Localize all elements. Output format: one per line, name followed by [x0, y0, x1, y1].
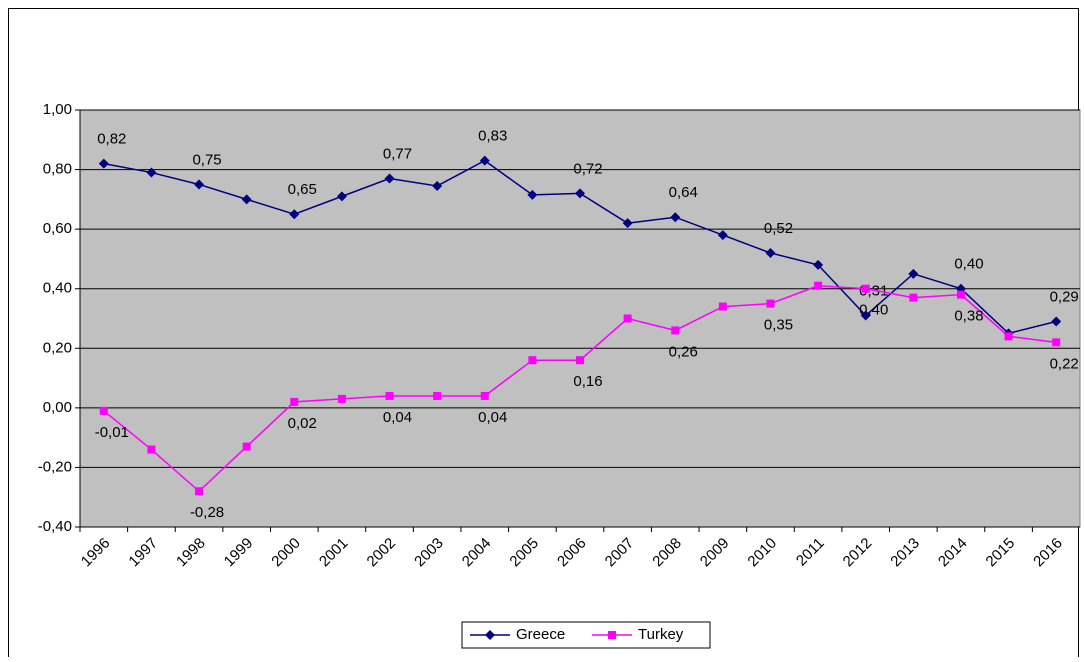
marker — [289, 209, 300, 220]
data-label: 0,77 — [383, 145, 412, 162]
marker — [98, 158, 109, 169]
data-label: 0,82 — [97, 131, 126, 148]
data-label: 0,26 — [669, 343, 698, 360]
y-tick-label: 0,80 — [43, 161, 72, 178]
marker — [384, 173, 395, 184]
legend-label: Greece — [516, 626, 565, 643]
marker — [860, 310, 871, 321]
marker — [608, 631, 616, 639]
marker — [242, 442, 251, 451]
y-tick-label: 1,00 — [43, 101, 72, 118]
data-label: -0,01 — [95, 424, 129, 441]
data-label: 0,40 — [859, 302, 888, 319]
data-label: 0,40 — [954, 256, 983, 273]
marker — [432, 180, 443, 191]
marker — [623, 314, 632, 323]
marker — [813, 259, 824, 270]
data-label: 0,64 — [669, 184, 698, 201]
y-tick-label: 0,60 — [43, 220, 72, 237]
data-label: 0,83 — [478, 128, 507, 145]
data-label: 0,72 — [573, 160, 602, 177]
marker — [575, 188, 585, 199]
marker — [1052, 338, 1061, 347]
data-label: 0,75 — [192, 151, 221, 168]
marker — [622, 218, 633, 229]
plot-area — [79, 109, 1081, 528]
marker — [385, 391, 394, 400]
data-label: 0,52 — [764, 220, 793, 237]
marker — [765, 247, 776, 258]
legend-item: Greece — [470, 626, 565, 643]
y-tick-label: 0,00 — [43, 399, 72, 416]
marker — [336, 191, 347, 202]
marker — [147, 445, 156, 454]
data-label: 0,22 — [1050, 355, 1079, 372]
marker — [433, 391, 442, 400]
marker — [99, 406, 108, 415]
marker — [485, 630, 495, 640]
legend-item: Turkey — [592, 626, 684, 643]
y-tick-label: -0,40 — [38, 518, 72, 535]
marker — [956, 290, 965, 299]
y-tick-label: 0,40 — [43, 280, 72, 297]
marker — [480, 391, 489, 400]
marker — [814, 281, 823, 290]
marker — [527, 189, 538, 200]
marker — [146, 167, 157, 178]
data-label: 0,04 — [478, 409, 507, 426]
marker — [1051, 316, 1062, 327]
marker — [717, 230, 728, 241]
marker — [528, 356, 537, 365]
marker — [337, 394, 346, 403]
data-label: 0,29 — [1050, 288, 1079, 305]
y-tick-label: 0,20 — [43, 339, 72, 356]
data-label: 0,02 — [288, 415, 317, 432]
data-label: 0,38 — [954, 308, 983, 325]
y-tick-label: -0,20 — [38, 458, 72, 475]
marker — [479, 155, 490, 166]
marker — [909, 293, 918, 302]
legend-label: Turkey — [638, 626, 684, 643]
marker — [241, 194, 252, 205]
marker — [1004, 332, 1013, 341]
marker — [766, 299, 775, 308]
marker — [671, 326, 680, 335]
data-label: 0,16 — [573, 373, 602, 390]
marker — [195, 487, 204, 496]
marker — [290, 397, 299, 406]
data-label: 0,04 — [383, 409, 412, 426]
data-label: 0,35 — [764, 317, 793, 334]
marker — [908, 268, 919, 279]
marker — [861, 284, 870, 293]
marker — [718, 302, 727, 311]
marker — [576, 356, 584, 365]
marker — [194, 179, 205, 190]
marker — [670, 212, 681, 223]
data-label: -0,28 — [190, 504, 224, 521]
data-label: 0,65 — [288, 181, 317, 198]
